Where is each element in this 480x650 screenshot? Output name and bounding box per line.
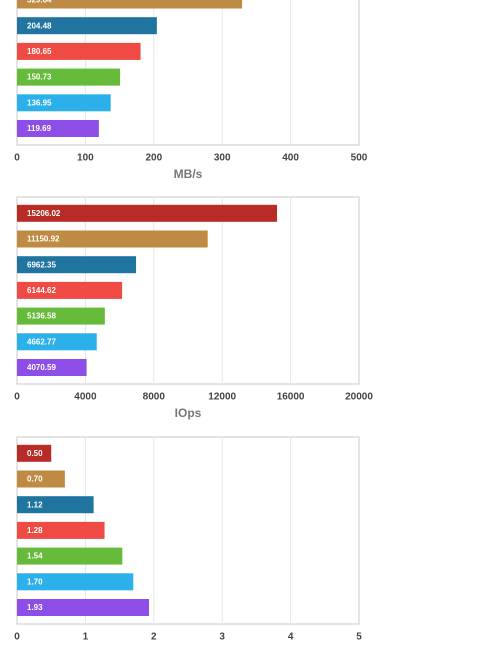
value-label: 4070.59	[27, 363, 56, 372]
value-label: 11150.92	[27, 235, 60, 244]
x-tick-label: 3	[219, 632, 225, 643]
bar	[17, 573, 134, 591]
bar	[17, 281, 123, 299]
value-label: 150.73	[27, 73, 52, 82]
bar	[17, 359, 87, 376]
bar	[17, 444, 52, 462]
x-tick-label: 0	[14, 632, 20, 643]
bar	[17, 256, 137, 274]
bar	[17, 68, 121, 86]
value-label: 6144.62	[27, 286, 56, 295]
x-axis-title: IOps	[175, 406, 202, 420]
x-tick-label: 1	[83, 632, 89, 643]
x-tick-label: 5	[356, 632, 362, 643]
bar	[17, 17, 157, 35]
x-tick-label: 8000	[143, 392, 166, 403]
bar	[17, 599, 150, 616]
bar	[17, 120, 99, 137]
value-label: 0.70	[27, 475, 43, 484]
bar	[17, 42, 141, 60]
x-tick-label: 100	[77, 153, 94, 164]
value-label: 1.54	[27, 552, 43, 561]
bar	[17, 0, 243, 9]
x-tick-label: 0	[14, 153, 20, 164]
plot-area	[16, 436, 360, 625]
value-label: 5136.58	[27, 312, 56, 321]
value-label: 1.12	[27, 500, 43, 509]
value-label: 4662.77	[27, 337, 56, 346]
bar	[17, 94, 111, 112]
bar	[17, 333, 97, 351]
bar	[17, 204, 278, 222]
value-label: 1.28	[27, 526, 43, 535]
x-tick-label: 0	[14, 392, 20, 403]
value-label: 329.04	[27, 0, 52, 5]
value-label: 119.69	[27, 124, 52, 133]
x-tick-label: 4000	[74, 392, 97, 403]
bar	[17, 547, 123, 565]
bar	[17, 470, 65, 488]
bar	[17, 307, 105, 325]
x-axis-title: MB/s	[174, 167, 203, 181]
value-label: 180.65	[27, 47, 52, 56]
value-label: 15206.02	[27, 209, 61, 218]
x-tick-label: 200	[145, 153, 162, 164]
x-tick-label: 2	[151, 632, 157, 643]
x-tick-label: 12000	[208, 392, 236, 403]
value-label: 204.48	[27, 21, 52, 30]
bar	[17, 230, 208, 248]
x-tick-label: 16000	[277, 392, 305, 403]
x-tick-label: 4	[288, 632, 294, 643]
x-tick-label: 400	[282, 153, 299, 164]
x-tick-label: 300	[214, 153, 231, 164]
x-tick-label: 500	[351, 153, 368, 164]
value-label: 0.50	[27, 449, 43, 458]
value-label: 1.93	[27, 603, 43, 612]
bar	[17, 496, 94, 514]
value-label: 136.95	[27, 98, 52, 107]
value-label: 1.70	[27, 577, 43, 586]
value-label: 6962.35	[27, 260, 56, 269]
bar	[17, 521, 105, 539]
x-tick-label: 20000	[345, 392, 373, 403]
